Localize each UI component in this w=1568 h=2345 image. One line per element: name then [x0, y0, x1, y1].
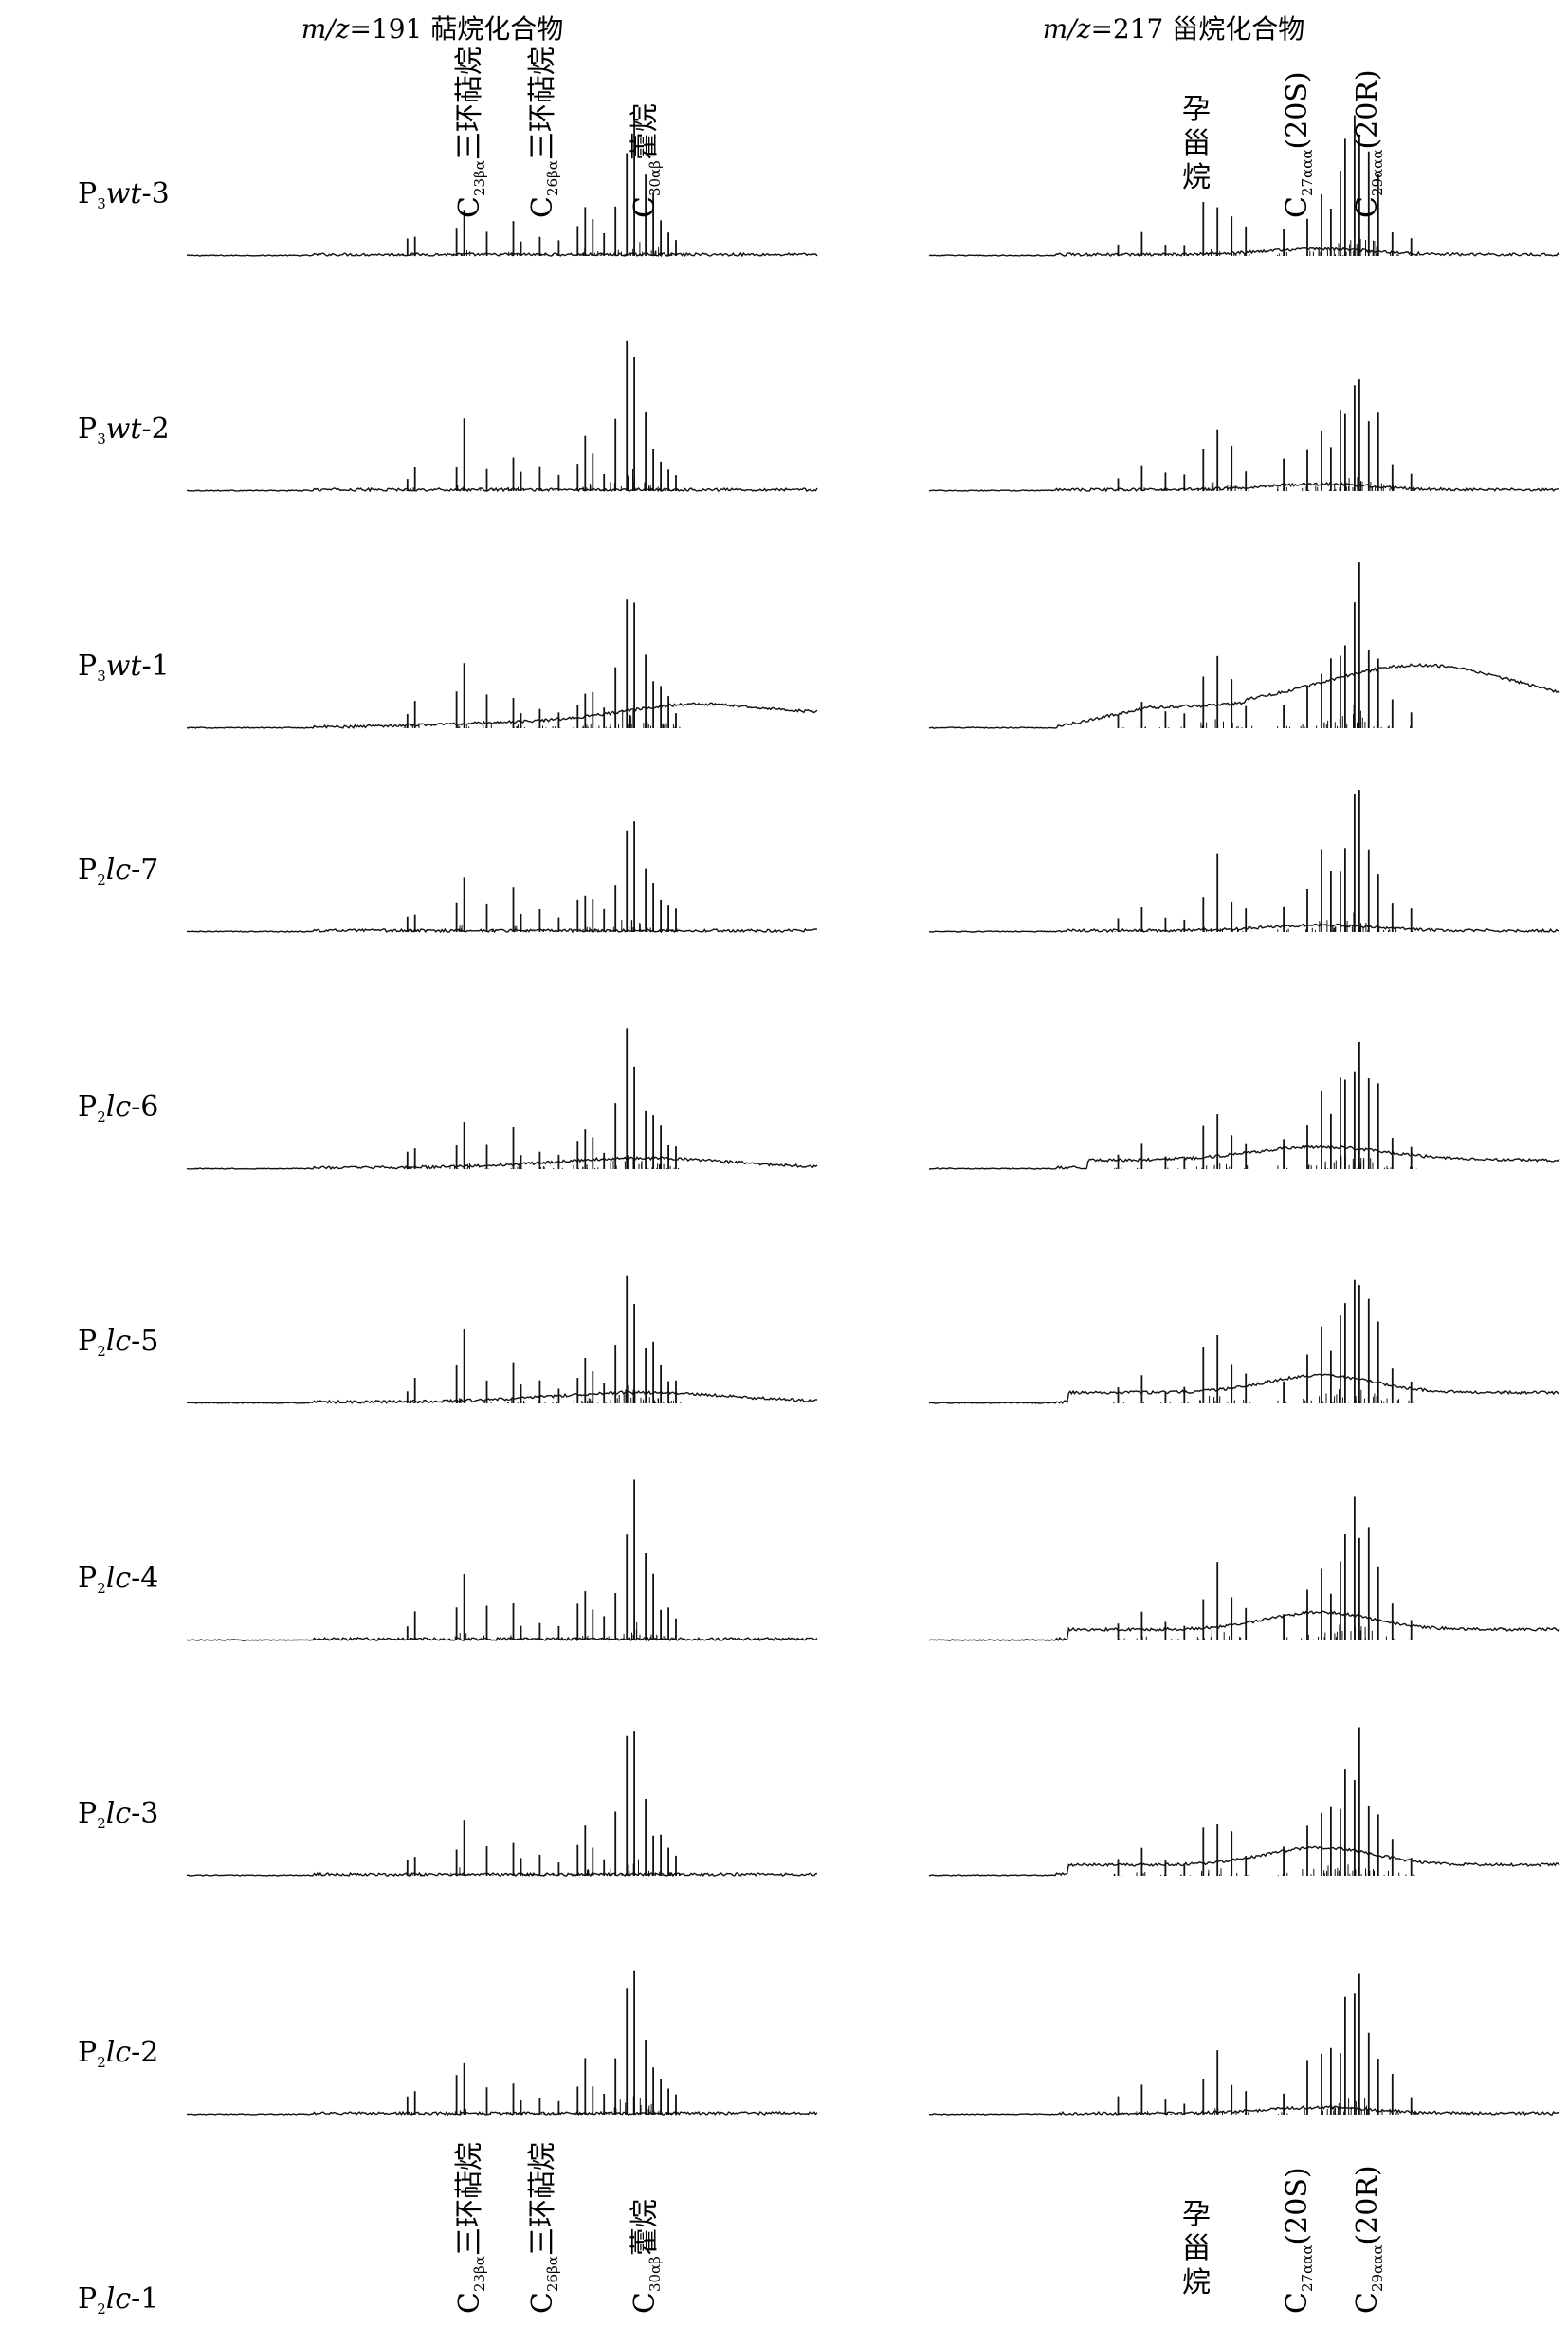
annotation-c26-tricyclic: C26βα三环萜烷: [526, 46, 561, 218]
left-panel-title: m/z=191 萜烷化合物: [301, 13, 564, 45]
annotation-pregnane: 孕甾烷: [1182, 93, 1211, 194]
svg-text:C23βα三环萜烷: C23βα三环萜烷: [453, 2142, 488, 2314]
sample-label: P3wt-3: [78, 177, 170, 212]
baseline-trace: [186, 1871, 818, 1878]
sample-label: P2lc-2: [78, 2036, 158, 2071]
sample-label: P2lc-7: [78, 853, 158, 889]
baseline-trace: [929, 2105, 1560, 2116]
svg-text:C30αβ藿烷: C30αβ藿烷: [629, 103, 664, 218]
sample-label: P3wt-1: [78, 650, 170, 685]
sample-label: P2lc-5: [78, 1325, 158, 1360]
sample-label: P2lc-6: [78, 1090, 158, 1126]
baseline-trace: [186, 1156, 818, 1171]
baseline-trace: [186, 486, 818, 493]
annotation-c29-20r: C29ααα(20R): [1351, 2165, 1386, 2314]
baseline-trace: [928, 1145, 1560, 1170]
baseline-trace: [187, 927, 818, 934]
annotation-c30-hopane: C30αβ藿烷: [629, 103, 664, 218]
svg-text:C23βα三环萜烷: C23βα三环萜烷: [453, 46, 488, 218]
baseline-trace: [186, 702, 818, 729]
baseline-trace: [187, 1390, 818, 1405]
svg-text:C26βα三环萜烷: C26βα三环萜烷: [526, 46, 561, 218]
svg-text:C29ααα(20R): C29ααα(20R): [1351, 2165, 1386, 2314]
baseline-trace: [928, 482, 1559, 493]
annotation-c29-20r: C29ααα(20R): [1351, 69, 1386, 218]
annotation-c27-20s: C27ααα(20S): [1281, 71, 1316, 218]
svg-text:C29ααα(20R): C29ααα(20R): [1351, 69, 1386, 218]
sample-label: P2lc-1: [78, 2282, 158, 2318]
svg-text:C26βα三环萜烷: C26βα三环萜烷: [526, 2142, 561, 2314]
sample-label: P2lc-3: [78, 1797, 158, 1832]
annotation-c30-hopane: C30αβ藿烷: [629, 2199, 664, 2314]
baseline-trace: [186, 251, 818, 258]
svg-text:C30αβ藿烷: C30αβ藿烷: [629, 2199, 664, 2314]
baseline-trace: [928, 1610, 1560, 1642]
baseline-trace: [928, 1845, 1560, 1877]
annotation-c23-tricyclic: C23βα三环萜烷: [453, 46, 488, 218]
annotation-pregnane: 孕甾烷: [1182, 2198, 1211, 2299]
baseline-trace: [186, 1636, 818, 1642]
svg-text:C27ααα(20S): C27ααα(20S): [1281, 2167, 1316, 2314]
baseline-trace: [928, 663, 1560, 729]
annotation-c26-tricyclic: C26βα三环萜烷: [526, 2142, 561, 2314]
svg-text:C27ααα(20S): C27ααα(20S): [1281, 71, 1316, 218]
sample-label: P3wt-2: [78, 412, 170, 448]
annotation-c27-20s: C27ααα(20S): [1281, 2167, 1316, 2314]
annotation-c23-tricyclic: C23βα三环萜烷: [453, 2142, 488, 2314]
baseline-trace: [186, 2110, 818, 2116]
right-panel-title: m/z=217 甾烷化合物: [1043, 13, 1305, 45]
baseline-trace: [929, 923, 1560, 933]
sample-label: P2lc-4: [78, 1562, 158, 1597]
baseline-trace: [928, 1373, 1560, 1404]
